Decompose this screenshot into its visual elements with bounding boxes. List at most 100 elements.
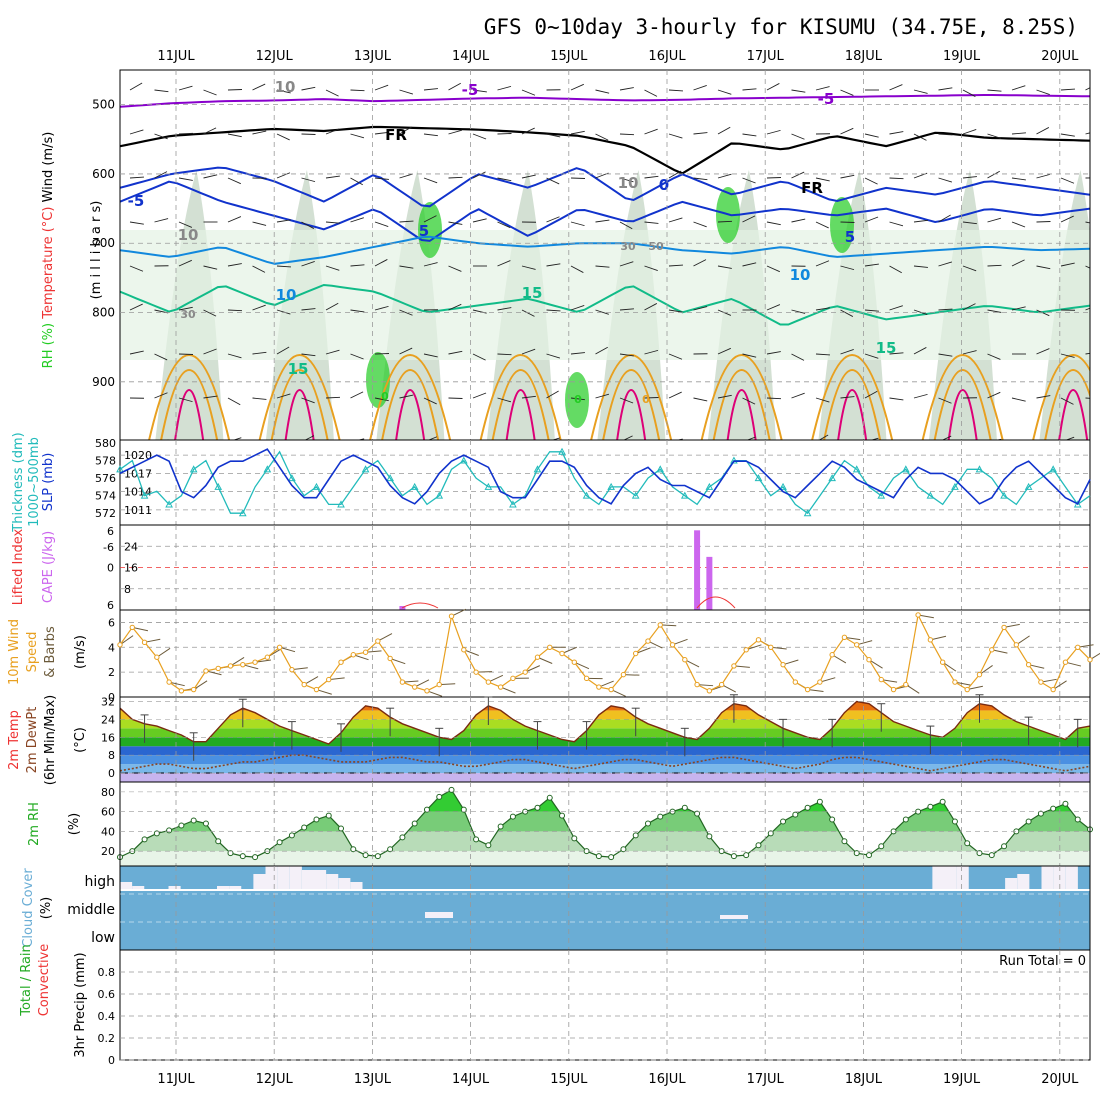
contour-label: 10	[790, 266, 811, 284]
wind10-point	[756, 638, 760, 642]
contour-label: -5	[462, 81, 479, 99]
date-label-bottom: 16JUL	[648, 1072, 686, 1087]
cape-ylabel: CAPE (J/kg)	[41, 531, 56, 603]
rh-point	[498, 824, 503, 829]
cloud-high-bar	[326, 874, 338, 890]
dewpt-ylabel-part: 2m DewPt	[25, 707, 40, 774]
rh-point	[167, 828, 172, 833]
precip-tick-label: 0.2	[98, 1032, 116, 1045]
cloud-row-label: high	[84, 874, 115, 890]
upper-ylabel-part: Wind (m/s)	[41, 132, 56, 207]
thickness-ylabel2: 1000~500mb	[27, 437, 42, 527]
wind10-point	[965, 687, 969, 691]
rh-point	[486, 843, 491, 848]
wind10-point	[1088, 658, 1092, 662]
wind10-point	[130, 625, 134, 629]
wind10-point	[1076, 645, 1080, 649]
date-label-bottom: 18JUL	[845, 1072, 883, 1087]
wind10-point	[621, 672, 625, 676]
wind10-point	[425, 689, 429, 693]
cloud-high-bar	[290, 866, 302, 890]
rh2m-tick-label: 40	[101, 825, 115, 838]
wind10-point	[904, 682, 908, 686]
contour-label: 0	[659, 176, 669, 194]
slp-tick-label: 1014	[124, 486, 152, 499]
wind10-point	[879, 677, 883, 681]
minmax-ylabel-part: (6hr Min/Max)	[43, 695, 58, 785]
date-label-bottom: 17JUL	[747, 1072, 785, 1087]
cloud-row-label: low	[91, 930, 115, 946]
wind10-ylabel2: Speed	[25, 632, 40, 673]
rh2m-ylabel: 2m RH	[27, 802, 42, 846]
rh-point	[1026, 819, 1031, 824]
rh-point	[781, 819, 786, 824]
date-label-bottom: 12JUL	[256, 1072, 294, 1087]
cloud-high-bar	[945, 866, 957, 890]
rh-point	[731, 854, 736, 859]
cloud-high-bar	[1005, 878, 1017, 890]
rh-point	[658, 814, 663, 819]
precip-ylabel-conv: Convective	[37, 944, 52, 1017]
cloud-high-bar	[302, 870, 314, 890]
contour-label: 10	[276, 286, 297, 304]
temp-band	[120, 755, 1090, 764]
wind10-ylabel3-part: & Barbs	[43, 626, 58, 678]
rh-point	[400, 835, 405, 840]
rh-point	[339, 826, 344, 831]
precip-tick-label: 0	[108, 1054, 115, 1067]
cloud-high-bar	[1017, 874, 1029, 890]
rh-point	[179, 823, 184, 828]
date-label-top: 15JUL	[550, 49, 588, 64]
contour-label: -5	[818, 90, 835, 108]
pressure-tick-label: 900	[92, 375, 115, 389]
rh-point	[817, 799, 822, 804]
pressure-tick-label: 600	[92, 167, 115, 181]
wind10-point	[339, 660, 343, 664]
wind10-point	[498, 685, 502, 689]
cloud-yunit: (%)	[39, 897, 54, 920]
rh-point	[302, 825, 307, 830]
run-total-label: Run Total = 0	[999, 954, 1086, 969]
precip-tick-label: 0.4	[98, 1010, 116, 1023]
contour-label: 50	[648, 240, 664, 253]
wind10-point	[928, 638, 932, 642]
date-label-top: 11JUL	[157, 49, 195, 64]
wind10-point	[253, 660, 257, 664]
thickness-tick-label: 572	[95, 507, 116, 520]
contour-label: 10	[178, 226, 199, 244]
date-label-bottom: 11JUL	[157, 1072, 195, 1087]
wind10-point	[781, 662, 785, 666]
temp-band	[120, 764, 1090, 773]
wind10-point	[1051, 687, 1055, 691]
rh-point	[191, 818, 196, 823]
rh-point	[277, 840, 282, 845]
wind10-point	[842, 635, 846, 639]
rh-point	[952, 819, 957, 824]
rh-point	[805, 805, 810, 810]
wind10-point	[179, 689, 183, 693]
wind10-point	[167, 680, 171, 684]
wind10-point	[511, 676, 515, 680]
rh-point	[547, 795, 552, 800]
wind10-point	[155, 655, 159, 659]
wind10-point	[916, 613, 920, 617]
wind10-point	[191, 687, 195, 691]
temp2m-tick-label: 8	[108, 749, 115, 762]
wind10-point	[486, 680, 490, 684]
wind10-point	[290, 667, 294, 671]
rh-point	[560, 813, 565, 818]
slp-ylabel: SLP (mb)	[41, 453, 56, 512]
cape-bar	[694, 530, 700, 610]
wind10-point	[1026, 662, 1030, 666]
wind10-point	[523, 670, 527, 674]
contour-label: 10	[275, 78, 296, 96]
dewpt-ylabel: 2m DewPt	[25, 707, 40, 774]
wind10-point	[793, 680, 797, 684]
rh-point	[989, 853, 994, 858]
cloud-high-bar	[1066, 866, 1078, 890]
contour-label: FR	[385, 126, 407, 144]
rh-point	[830, 817, 835, 822]
wind10-point	[388, 656, 392, 660]
